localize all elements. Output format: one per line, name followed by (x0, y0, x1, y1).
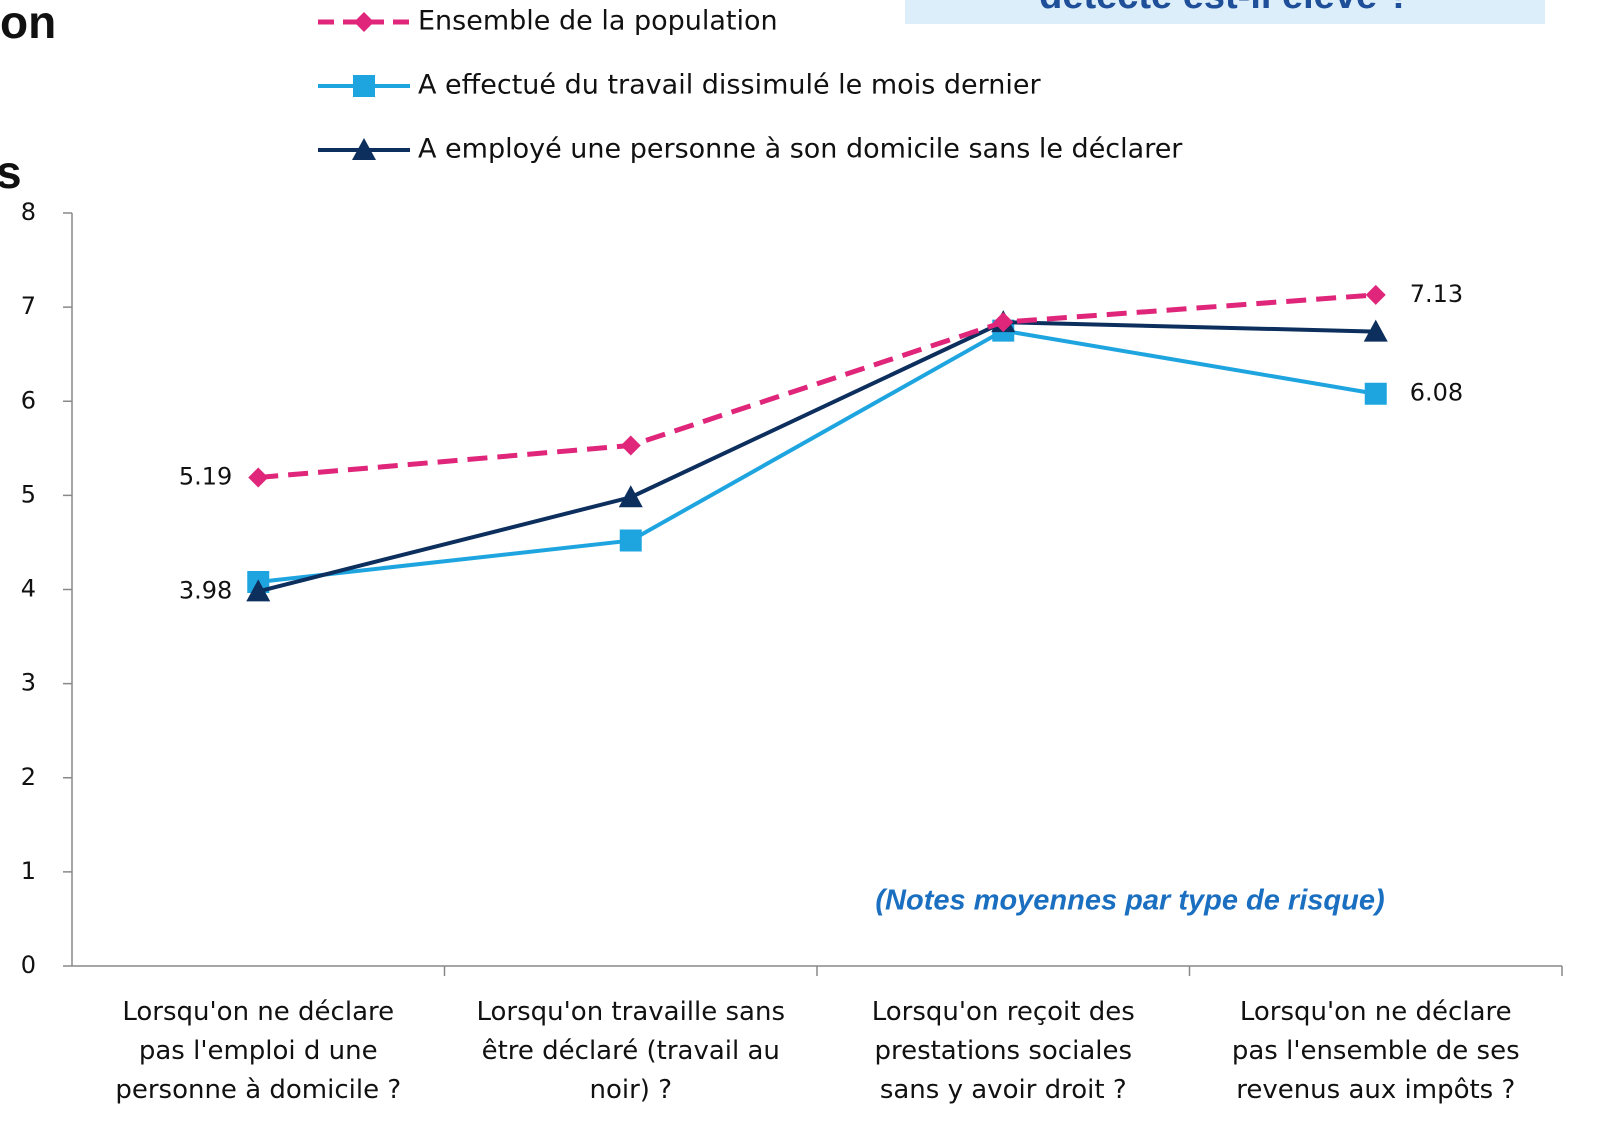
y-tick-label: 6 (21, 386, 36, 414)
x-tick-label: Lorsqu'on ne déclare pas l'emploi d une pe… (115, 997, 401, 1105)
legend-label: A employé une personne à son domicile sa… (418, 134, 1183, 165)
marker (1365, 284, 1386, 305)
data-label: 3.98 (179, 576, 232, 604)
series-line (257, 320, 1376, 594)
legend-label: A effectué du travail dissimulé le mois … (418, 70, 1041, 101)
y-tick-label: 2 (21, 763, 36, 791)
marker (353, 75, 375, 97)
marker (246, 579, 271, 602)
y-tick-label: 3 (21, 669, 36, 697)
x-tick-label: Lorsqu'on travaille sans être déclaré (tr… (476, 997, 785, 1105)
series-line (258, 328, 1377, 584)
marker (354, 12, 374, 32)
x-tick-label: Lorsqu'on ne déclare pas l'ensemble de se… (1232, 997, 1520, 1105)
data-label: 7.13 (1410, 280, 1463, 308)
title-box (905, 0, 1545, 24)
y-tick-label: 0 (21, 951, 36, 979)
title-fragment: s (0, 146, 22, 198)
box-text: détecté est-il élevé ? (1039, 0, 1411, 17)
marker (352, 138, 376, 160)
series-line (258, 292, 1376, 480)
data-label: 6.08 (1410, 379, 1463, 407)
y-tick-label: 1 (21, 857, 36, 885)
y-tick-label: 7 (21, 292, 36, 320)
y-tick-label: 4 (21, 575, 36, 603)
y-tick-label: 8 (21, 198, 36, 226)
marker (993, 312, 1014, 333)
marker (619, 529, 642, 552)
annotation: (Notes moyennes par type de risque) (875, 885, 1384, 917)
marker (618, 485, 643, 508)
legend-label: Ensemble de la population (418, 6, 778, 37)
marker (248, 467, 269, 488)
title-fragment: on (0, 0, 56, 48)
y-tick-label: 5 (21, 480, 36, 508)
data-label: 5.19 (179, 462, 232, 490)
marker (1364, 382, 1387, 405)
x-tick-label: Lorsqu'on reçoit des prestations sociales… (872, 997, 1135, 1105)
marker (620, 435, 641, 456)
marker (1363, 319, 1388, 342)
